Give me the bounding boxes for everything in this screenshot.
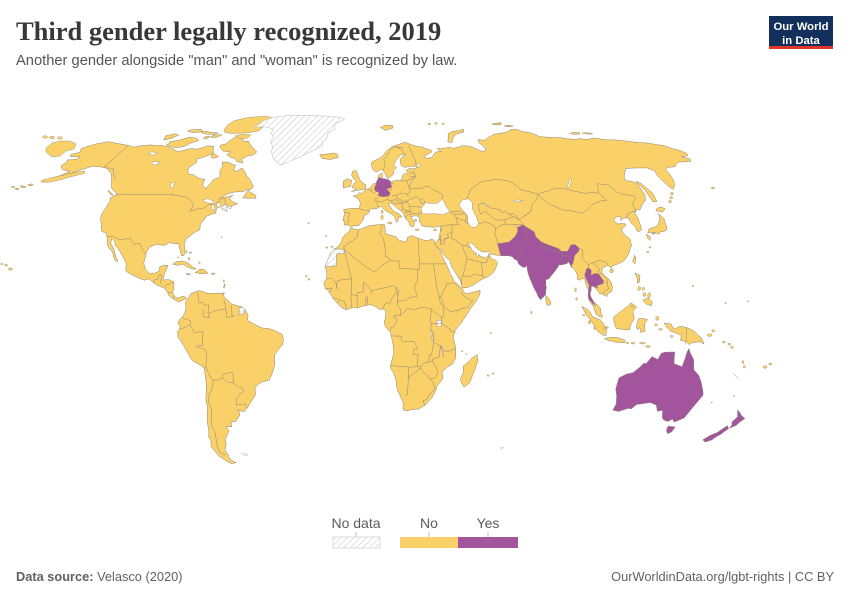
svg-text:No data: No data [331, 515, 380, 531]
svg-text:No: No [420, 515, 438, 531]
svg-text:Yes: Yes [477, 515, 500, 531]
